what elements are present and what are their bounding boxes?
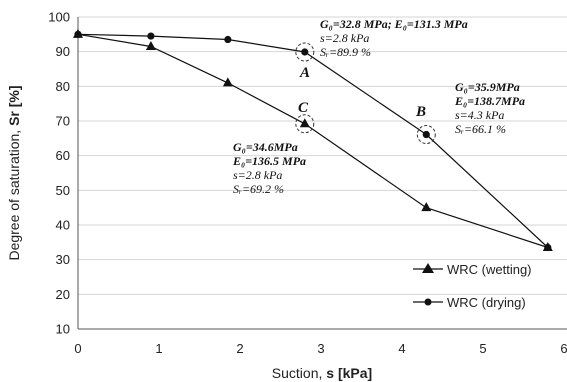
highlight-circle-c [295, 114, 315, 134]
marker-wetting [421, 202, 432, 212]
x-tick-label: 4 [398, 341, 405, 356]
y-tick-label: 30 [56, 252, 70, 267]
y-axis-title-prefix: Degree of saturation, [6, 126, 22, 261]
legend-marker-circle [424, 298, 432, 306]
highlight-circle-a [295, 42, 315, 62]
y-tick-labels: 10 20 30 40 50 60 70 80 90 100 [48, 10, 70, 337]
y-tick-label: 50 [56, 183, 70, 198]
point-highlights [295, 42, 436, 145]
legend-label-wetting: WRC (wetting) [447, 262, 532, 277]
gridlines [78, 16, 567, 295]
x-tick-label: 6 [560, 341, 567, 356]
x-axis-title-prefix: Suction, [272, 365, 326, 381]
x-tick-label: 3 [317, 341, 324, 356]
marker-drying [301, 48, 309, 56]
x-tick-label: 0 [74, 341, 81, 356]
annotation-c-line1: G₀=34.6MPa [233, 140, 298, 154]
y-tick-label: 40 [56, 218, 70, 233]
x-tick-label: 1 [155, 341, 162, 356]
annotation-c-line2: E₀=136.5 MPa [232, 154, 306, 168]
x-tick-label: 5 [479, 341, 486, 356]
y-tick-label: 100 [48, 10, 70, 25]
point-label-c: C [298, 100, 309, 116]
point-label-b: B [415, 104, 426, 120]
marker-drying [422, 130, 430, 139]
y-tick-label: 10 [56, 322, 70, 337]
y-tick-label: 80 [56, 79, 70, 94]
series-markers [73, 28, 553, 252]
series-line-drying [77, 33, 549, 248]
annotation-a-line1: G₀=32.8 MPa; E₀=131.3 MPa [320, 17, 468, 31]
legend-marker-triangle [422, 263, 434, 273]
annotation-a-line2: s=2.8 kPa [320, 31, 369, 45]
marker-drying [147, 32, 155, 40]
annotation-b-line1: G₀=35.9MPa [455, 80, 520, 94]
y-tick-label: 70 [56, 114, 70, 129]
annotation-c-line4: Sᵣ=69.2 % [233, 182, 284, 196]
annotation-b-line4: Sᵣ=66.1 % [455, 122, 506, 136]
x-tick-labels: 0 1 2 3 4 5 6 [74, 341, 567, 356]
x-tick-label: 2 [236, 341, 243, 356]
annotation-a-line3: Sᵣ=89.9 % [320, 45, 371, 59]
marker-wetting [299, 118, 310, 128]
point-label-a: A [299, 65, 310, 81]
annotation-b-line2: E₀=138.7MPa [454, 94, 525, 108]
y-tick-label: 60 [56, 148, 70, 163]
marker-drying [544, 243, 552, 252]
x-axis-title: Suction, s [kPa] [272, 365, 372, 381]
legend-label-drying: WRC (drying) [447, 295, 526, 310]
y-axis-title: Degree of saturation, Sr [%] [6, 85, 22, 260]
marker-drying [224, 35, 232, 44]
marker-drying [74, 30, 82, 38]
marker-wetting [222, 77, 233, 87]
y-tick-label: 90 [56, 44, 70, 59]
legend: WRC (wetting) WRC (drying) [413, 262, 532, 310]
x-axis-title-var: s [kPa] [326, 365, 372, 381]
marker-wetting [145, 40, 156, 50]
y-axis-title-var: Sr [%] [6, 85, 22, 125]
y-tick-label: 20 [56, 287, 70, 302]
highlight-circle-b [416, 125, 436, 145]
annotation-c-line3: s=2.8 kPa [233, 168, 282, 182]
series-line-wetting [77, 33, 548, 249]
annotation-b-line3: s=4.3 kPa [455, 108, 504, 122]
